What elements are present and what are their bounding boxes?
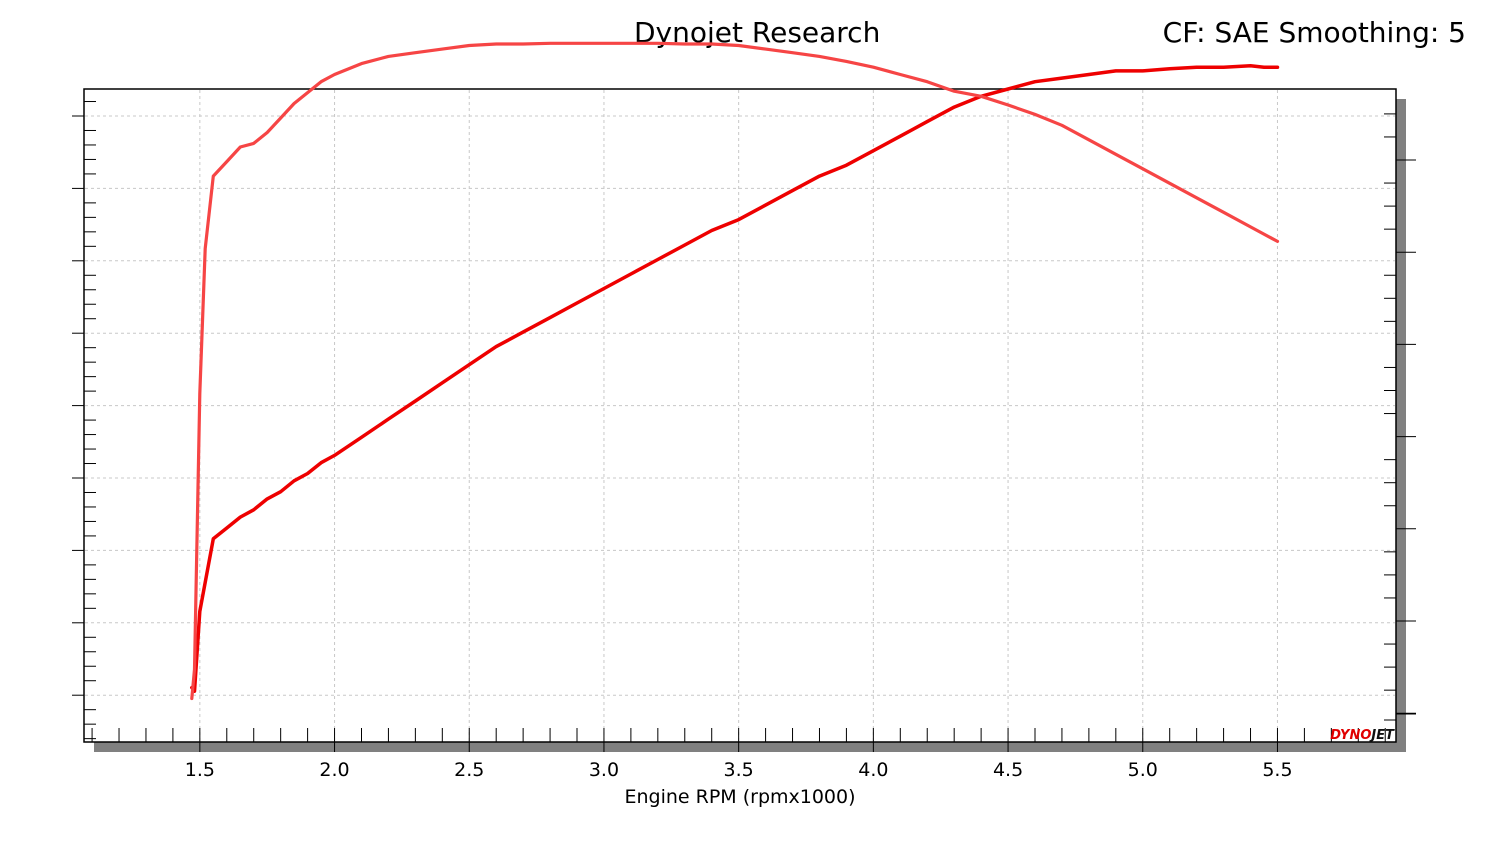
x-tick-label: 4.0 (858, 759, 888, 781)
series-line-2 (190, 41, 1280, 701)
x-tick-label: 5.0 (1128, 759, 1158, 781)
shadow-right (1396, 99, 1406, 752)
grid (85, 90, 1395, 741)
x-tick-label: 1.5 (185, 759, 215, 781)
x-tick-label: 2.0 (319, 759, 349, 781)
series-lines (190, 41, 1280, 701)
x-tick-labels: 1.5 2.0 2.5 3.0 3.5 4.0 4.5 5.0 5.5 (185, 759, 1293, 781)
x-tick-label: 5.5 (1262, 759, 1292, 781)
dynojet-logo-text: DYNOJET (1330, 728, 1395, 743)
plot-shadow (94, 99, 1406, 752)
plot-frame (83, 88, 1397, 743)
x-tick-label: 4.5 (993, 759, 1023, 781)
x-tick-label: 3.0 (589, 759, 619, 781)
x-tick-label: 2.5 (454, 759, 484, 781)
dynojet-logo: DYNOJET (1330, 728, 1395, 743)
x-axis-title: Engine RPM (rpmx1000) (624, 786, 855, 808)
series-line-1 (190, 64, 1280, 693)
axis-ticks (72, 101, 1416, 752)
correction-settings: CF: SAE Smoothing: 5 (1162, 16, 1466, 49)
x-tick-label: 3.5 (724, 759, 754, 781)
shadow-bottom (94, 742, 1406, 752)
